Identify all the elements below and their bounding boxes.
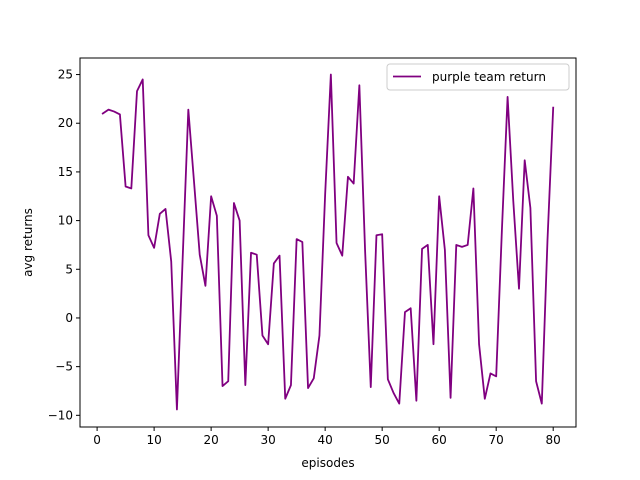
- y-tick-label: 0: [65, 311, 73, 325]
- x-tick-label: 20: [203, 433, 218, 447]
- legend: purple team return: [386, 63, 570, 91]
- x-tick-label: 60: [432, 433, 447, 447]
- x-tick-label: 80: [546, 433, 561, 447]
- ticks-layer: 0 10 20 30 40 50 60 70 80 −10 −5 0 5 10 15 20 25: [48, 68, 561, 447]
- series-layer: [101, 73, 555, 411]
- x-tick-label: 30: [260, 433, 275, 447]
- x-tick-label: 40: [318, 433, 333, 447]
- y-tick-label: 10: [58, 214, 73, 228]
- plot-frame: [79, 57, 577, 428]
- legend-label: purple team return: [432, 70, 546, 84]
- y-tick-label: 5: [65, 262, 73, 276]
- x-tick-label: 50: [375, 433, 390, 447]
- x-tick-label: 70: [489, 433, 504, 447]
- y-axis-label: avg returns: [21, 208, 35, 277]
- legend-box: [386, 63, 570, 91]
- series-line-0: [101, 73, 555, 411]
- y-tick-label: 15: [58, 165, 73, 179]
- x-tick-label: 0: [93, 433, 101, 447]
- x-tick-label: 10: [146, 433, 161, 447]
- y-tick-label: −10: [48, 408, 73, 422]
- x-axis-label: episodes: [301, 456, 354, 470]
- y-tick-label: 20: [58, 116, 73, 130]
- y-tick-label: −5: [55, 360, 73, 374]
- y-tick-label: 25: [58, 68, 73, 82]
